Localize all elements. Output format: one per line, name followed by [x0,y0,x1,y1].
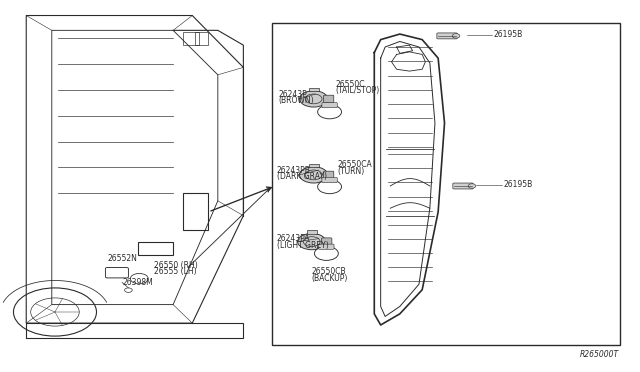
Bar [138,241,173,254]
Text: (TAIL/STOP): (TAIL/STOP) [335,86,380,95]
Bar [182,32,198,45]
Text: 26243P: 26243P [278,90,307,99]
Text: (DARK GRAY): (DARK GRAY) [276,172,326,181]
FancyBboxPatch shape [319,244,334,249]
Bar [272,23,620,345]
Text: 26243PA: 26243PA [276,234,310,243]
FancyBboxPatch shape [322,103,337,108]
Circle shape [468,184,476,188]
FancyBboxPatch shape [437,33,458,39]
Circle shape [300,91,328,107]
Circle shape [298,234,326,250]
Text: (BACKUP): (BACKUP) [312,274,348,283]
Text: (BROWN): (BROWN) [278,96,314,105]
Circle shape [300,167,328,183]
FancyBboxPatch shape [322,177,337,183]
Text: 26555 (LH): 26555 (LH) [154,267,196,276]
Bar [308,88,319,92]
Bar [308,164,319,167]
Bar [182,193,208,231]
Bar [195,32,208,45]
Text: 26195B: 26195B [503,180,532,189]
Text: 26550CB: 26550CB [312,267,346,276]
Text: 26552N: 26552N [108,254,138,263]
Text: 26243PB: 26243PB [276,166,310,174]
Text: 26550C: 26550C [335,80,365,89]
FancyBboxPatch shape [324,95,334,103]
Text: 26550CA: 26550CA [337,160,372,169]
FancyBboxPatch shape [322,238,332,245]
FancyBboxPatch shape [324,171,334,179]
Text: 26195B: 26195B [493,30,523,39]
Text: (LIGHT GREY): (LIGHT GREY) [276,241,328,250]
FancyBboxPatch shape [453,183,473,189]
Text: R265000T: R265000T [580,350,619,359]
Bar [307,231,317,234]
Text: 26550 (RH): 26550 (RH) [154,261,198,270]
Text: 26398M: 26398M [122,278,153,287]
Text: (TURN): (TURN) [337,167,365,176]
Circle shape [452,34,460,38]
